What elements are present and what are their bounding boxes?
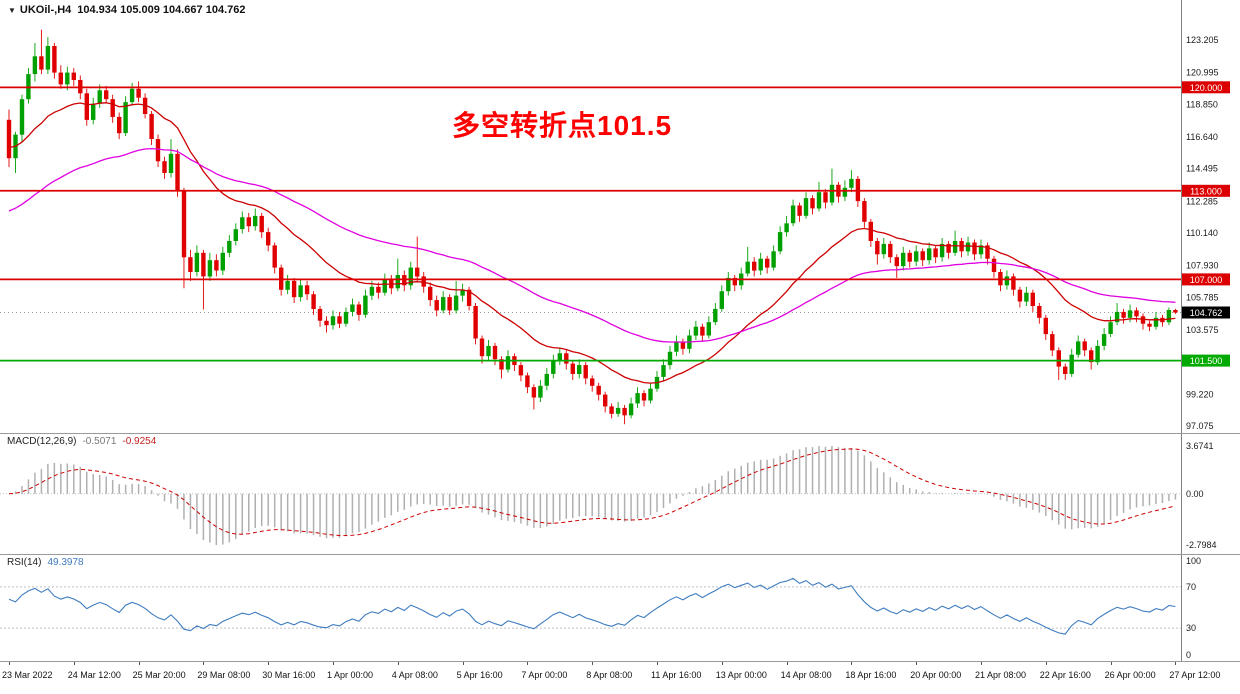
price-badge (1182, 184, 1230, 197)
ma-slow-line (8, 147, 1176, 343)
rsi-axis-label: 30 (1186, 623, 1196, 633)
time-tick (138, 661, 140, 665)
time-tick (73, 661, 75, 665)
macd-axis-label: -2.7984 (1186, 540, 1217, 550)
price-axis-label: 99.220 (1186, 389, 1214, 399)
time-axis-label: 30 Mar 16:00 (262, 670, 316, 680)
macd-name: MACD(12,26,9) (7, 436, 77, 447)
macd-signal-line (8, 448, 1176, 537)
price-axis-label: 116.640 (1186, 132, 1218, 142)
time-axis-label: 24 Mar 12:00 (67, 670, 121, 680)
time-axis-label: 13 Apr 00:00 (715, 670, 767, 680)
time-tick (981, 661, 982, 665)
price-axis-label: 118.850 (1186, 99, 1218, 109)
time-tick (721, 661, 723, 665)
time-axis-label: 18 Apr 16:00 (845, 670, 897, 680)
price-badge (1182, 81, 1230, 94)
ma-fast-line (8, 102, 1176, 384)
time-tick (1175, 661, 1177, 665)
time-axis-label: 5 Apr 16:00 (456, 670, 503, 680)
macd-canvas[interactable]: 3.6741 0.00 -2.7984 (0, 433, 1240, 554)
price-badge-label: 104.762 (1190, 308, 1223, 318)
time-axis-label: 22 Apr 16:00 (1039, 670, 1091, 680)
time-tick (851, 661, 853, 665)
macd-axis-label: 3.6741 (1186, 441, 1214, 451)
time-axis-label: 11 Apr 16:00 (651, 670, 702, 680)
rsi-value: 49.3978 (47, 557, 84, 568)
time-tick (657, 661, 658, 665)
time-tick (203, 661, 205, 665)
symbol-dropdown-icon[interactable]: ▼ (8, 6, 16, 15)
price-badge-label: 120.000 (1190, 83, 1223, 93)
time-tick (786, 661, 788, 665)
time-axis[interactable]: 23 Mar 2022 24 Mar 12:00 25 Mar 20:00 29 Ma… (0, 661, 1240, 694)
panel-splitter-time[interactable] (0, 661, 1240, 662)
price-axis-label: 112.285 (1186, 196, 1218, 206)
time-axis-label: 20 Apr 00:00 (910, 670, 962, 680)
time-tick (333, 661, 334, 665)
price-badge (1182, 273, 1230, 286)
macd-label: MACD(12,26,9) -0.5071 -0.9254 (7, 436, 156, 447)
price-axis-label: 120.995 (1186, 68, 1219, 78)
macd-value-signal: -0.9254 (122, 436, 157, 447)
price-axis-label: 105.785 (1186, 292, 1219, 302)
price-badge (1182, 306, 1230, 319)
rsi-label: RSI(14) 49.3978 (7, 557, 84, 568)
time-tick (9, 661, 10, 665)
price-axis-label: 97.075 (1186, 421, 1214, 431)
rsi-axis-label: 70 (1186, 582, 1196, 592)
time-axis-label: 26 Apr 00:00 (1104, 670, 1156, 680)
time-tick (527, 661, 529, 665)
rsi-canvas[interactable]: 100 70 30 0 (0, 554, 1240, 661)
chart-header: ▼ UKOil-,H4 104.934 105.009 104.667 104.76… (8, 4, 245, 16)
time-axis-label: 14 Apr 08:00 (780, 670, 832, 680)
panel-splitter-rsi[interactable] (0, 554, 1240, 555)
time-axis-label: 1 Apr 00:00 (327, 670, 374, 680)
main-price-panel[interactable]: 123.205 120.995 118.850 116.640 114.495 112.2… (0, 0, 1240, 433)
time-tick (1045, 661, 1047, 665)
macd-indicator-panel[interactable]: 3.6741 0.00 -2.7984 MACD(12,26,9) -0.5071 -0… (0, 433, 1240, 554)
time-axis-label: 25 Mar 20:00 (132, 670, 186, 680)
price-axis-label: 107.930 (1186, 261, 1219, 271)
price-chart-canvas[interactable]: 123.205 120.995 118.850 116.640 114.495 112.2… (0, 0, 1240, 433)
time-axis-label: 23 Mar 2022 (2, 670, 53, 680)
price-badge-label: 113.000 (1190, 186, 1222, 196)
time-axis-label: 7 Apr 00:00 (521, 670, 568, 680)
time-axis-label: 27 Apr 12:00 (1169, 670, 1221, 680)
rsi-indicator-panel[interactable]: 100 70 30 0 RSI(14) 49.3978 (0, 554, 1240, 661)
price-axis-label: 123.205 (1186, 35, 1219, 45)
rsi-axis-label: 0 (1186, 650, 1191, 660)
time-tick (397, 661, 399, 665)
time-tick (462, 661, 464, 665)
price-badge-label: 107.000 (1190, 275, 1223, 285)
symbol-timeframe-label: UKOil-,H4 (19, 4, 72, 16)
macd-axis-label: 0.00 (1186, 489, 1204, 499)
time-axis-label: 21 Apr 08:00 (975, 670, 1027, 680)
time-axis-label: 4 Apr 08:00 (391, 670, 438, 680)
price-badge (1182, 354, 1230, 367)
rsi-name: RSI(14) (7, 557, 42, 568)
price-axis-label: 110.140 (1186, 228, 1218, 238)
time-axis-label: 29 Mar 08:00 (197, 670, 251, 680)
price-axis-label: 114.495 (1186, 164, 1218, 174)
price-axis-label: 103.575 (1186, 325, 1219, 335)
time-tick (268, 661, 270, 665)
rsi-axis-label: 100 (1186, 556, 1201, 566)
time-tick (916, 661, 918, 665)
macd-histogram (14, 446, 1177, 545)
time-tick (592, 661, 594, 665)
candles-layer (6, 29, 1178, 425)
macd-value-main: -0.5071 (82, 436, 117, 447)
rsi-line (8, 577, 1176, 635)
ohlc-values: 104.934 105.009 104.667 104.762 (77, 4, 246, 16)
time-tick (1110, 661, 1112, 665)
panel-splitter-macd[interactable] (0, 433, 1240, 434)
time-axis-label: 8 Apr 08:00 (586, 670, 633, 680)
annotation-text: 多空转折点101.5 (452, 110, 673, 141)
price-badge-label: 101.500 (1190, 356, 1223, 366)
